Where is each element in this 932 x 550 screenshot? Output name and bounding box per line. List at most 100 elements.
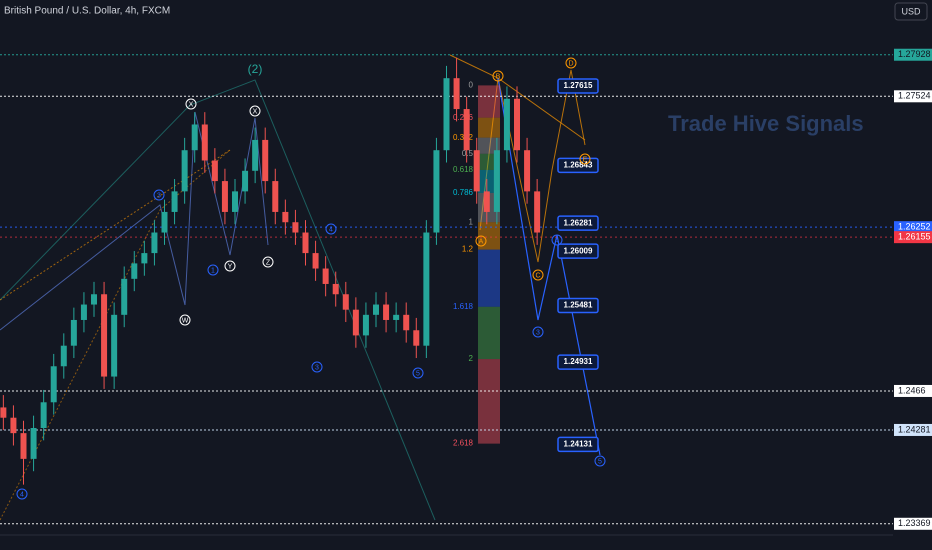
wave-label: 3 (315, 364, 319, 371)
target-label: 1.26009 (564, 246, 593, 255)
fib-label: 0.382 (453, 133, 474, 142)
fib-label: 1 (469, 217, 474, 226)
candle-body (221, 181, 228, 212)
wave-label: (2) (248, 62, 263, 76)
wave-label: 5 (598, 458, 602, 465)
target-box (557, 215, 599, 231)
price-tag-label: 1.2466 (898, 385, 926, 395)
candle-body (191, 124, 198, 151)
candle-body (141, 253, 148, 264)
wave-label: A (479, 238, 484, 245)
target-label: 1.24131 (564, 439, 593, 448)
watermark: Trade Hive Signals (668, 111, 864, 136)
candle-body (272, 181, 279, 212)
candle-body (252, 139, 259, 171)
candle-body (362, 314, 369, 336)
wave-label: E (583, 156, 588, 163)
candle-body (0, 407, 7, 418)
fib-label: 1.618 (453, 302, 474, 311)
target-box (557, 157, 599, 174)
wave-label: W (182, 317, 189, 324)
price-tag (894, 423, 932, 436)
candle-body (131, 263, 138, 279)
candle-body (352, 309, 359, 336)
wave-circle (249, 105, 261, 117)
fib-label: 0.618 (453, 165, 474, 174)
wave-label: X (253, 108, 258, 115)
price-tag (894, 384, 932, 397)
wave-circle (179, 314, 191, 326)
currency[interactable]: USD (901, 6, 921, 16)
candle-body (40, 402, 47, 428)
candle-body (111, 314, 118, 377)
candle-body (503, 98, 510, 151)
wave-circle (475, 235, 487, 247)
candle-body (463, 109, 470, 151)
price-tag (894, 48, 932, 61)
projection-line (497, 77, 601, 456)
candle-body (91, 294, 97, 305)
price-tag-label: 1.27928 (898, 49, 931, 59)
candle-body (282, 211, 289, 223)
target-box (557, 354, 599, 370)
wave-circle (594, 455, 606, 467)
candle-body (101, 294, 108, 377)
candle-body (20, 433, 27, 459)
target-box (557, 436, 599, 453)
candle-body (433, 150, 440, 233)
wave-label: D (568, 60, 573, 67)
candle-body (30, 428, 37, 459)
candle-body (534, 191, 541, 233)
fib-zone (478, 117, 500, 138)
fib-zone (478, 137, 500, 154)
candle-body (514, 98, 520, 151)
fib-zone (478, 359, 500, 444)
wave-circle (185, 98, 197, 110)
fib-label: 2.618 (453, 439, 474, 448)
price-tag-label: 1.23369 (898, 518, 931, 528)
candle-body (403, 314, 410, 331)
candle-body (413, 330, 420, 346)
wave-label: 4 (329, 226, 333, 233)
candle-body (171, 191, 178, 212)
target-label: 1.24931 (564, 357, 593, 366)
trend-line (0, 149, 231, 521)
candle-body (50, 366, 57, 403)
target-label: 1.25481 (564, 301, 593, 310)
candle-body (211, 160, 218, 182)
candle-body (322, 268, 329, 284)
candle-body (473, 150, 480, 192)
candle-body (80, 304, 87, 320)
candle-body (332, 283, 339, 295)
wave-line (0, 111, 269, 331)
fib-label: 0.786 (453, 188, 474, 197)
price-tag (894, 90, 932, 103)
wave-label: 3 (157, 192, 161, 199)
wave-label: C (535, 272, 540, 279)
wave-circle (311, 361, 323, 373)
fib-label: 2 (469, 354, 474, 363)
currency-button[interactable] (894, 2, 928, 21)
fib-label: 0.5 (462, 149, 474, 158)
wave-label: X (189, 101, 194, 108)
wave-label: 1 (211, 267, 215, 274)
price-tag (894, 221, 932, 234)
candle-body (201, 124, 208, 161)
price-tag-label: 1.27524 (898, 91, 931, 101)
candle-body (524, 150, 531, 192)
wave-circle (551, 234, 563, 246)
wave-circle (532, 269, 544, 281)
price-tag-label: 1.24281 (898, 424, 931, 434)
wave-label: Y (228, 263, 233, 270)
candle-body (453, 78, 460, 110)
candle-body (493, 150, 500, 212)
candle-body (292, 222, 299, 233)
candle-body (483, 191, 490, 212)
target-box (557, 243, 599, 259)
wave-label: 4 (20, 491, 24, 498)
fib-zone (478, 85, 500, 118)
fib-zone (478, 249, 500, 307)
wave-circle (532, 326, 544, 338)
candle-body (302, 232, 309, 254)
